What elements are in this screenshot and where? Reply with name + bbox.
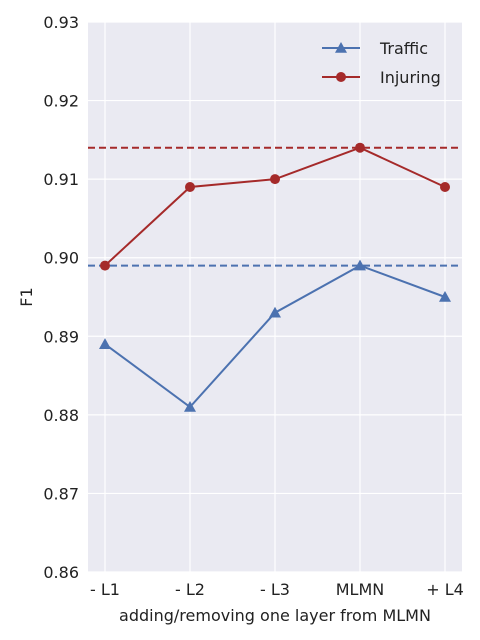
baseline-lines bbox=[88, 146, 462, 267]
grid-lines bbox=[88, 21, 462, 573]
data-point-injuring bbox=[100, 260, 110, 271]
data-point-injuring bbox=[440, 182, 450, 192]
x-axis-label: adding/removing one layer from MLMN bbox=[119, 606, 431, 625]
data-point-traffic bbox=[269, 306, 281, 318]
x-tick-label: - L3 bbox=[260, 580, 290, 599]
x-tick-labels: - L1 - L2 - L3 MLMN + L4 bbox=[90, 580, 464, 599]
y-axis-label: F1 bbox=[17, 287, 36, 306]
y-tick-label: 0.92 bbox=[43, 92, 79, 111]
series-traffic bbox=[99, 259, 451, 412]
data-point-traffic bbox=[184, 401, 196, 412]
data-point-injuring bbox=[185, 182, 195, 192]
y-tick-label: 0.93 bbox=[43, 13, 79, 32]
y-tick-label: 0.90 bbox=[43, 249, 79, 268]
series-group bbox=[99, 142, 451, 412]
y-tick-label: 0.87 bbox=[43, 484, 79, 503]
y-tick-label: 0.88 bbox=[43, 406, 79, 425]
data-point-traffic bbox=[99, 338, 111, 349]
legend-label-traffic: Traffic bbox=[379, 39, 428, 58]
legend-label-injuring: Injuring bbox=[380, 68, 441, 87]
x-tick-label: + L4 bbox=[426, 580, 464, 599]
legend: Traffic Injuring bbox=[322, 39, 441, 87]
y-tick-label: 0.86 bbox=[43, 563, 79, 582]
y-tick-labels: 0.86 0.87 0.88 0.89 0.90 0.91 0.92 0.93 bbox=[43, 13, 79, 582]
data-point-traffic bbox=[354, 259, 366, 271]
data-point-injuring bbox=[270, 174, 280, 185]
x-tick-label: MLMN bbox=[336, 580, 385, 599]
series-injuring bbox=[100, 142, 450, 271]
legend-marker-traffic bbox=[335, 42, 347, 53]
x-tick-label: - L1 bbox=[90, 580, 120, 599]
y-tick-label: 0.91 bbox=[43, 170, 79, 189]
legend-marker-injuring bbox=[336, 72, 346, 82]
y-tick-label: 0.89 bbox=[43, 327, 79, 346]
data-point-injuring bbox=[355, 142, 365, 153]
x-tick-label: - L2 bbox=[175, 580, 205, 599]
data-point-traffic bbox=[439, 291, 451, 302]
